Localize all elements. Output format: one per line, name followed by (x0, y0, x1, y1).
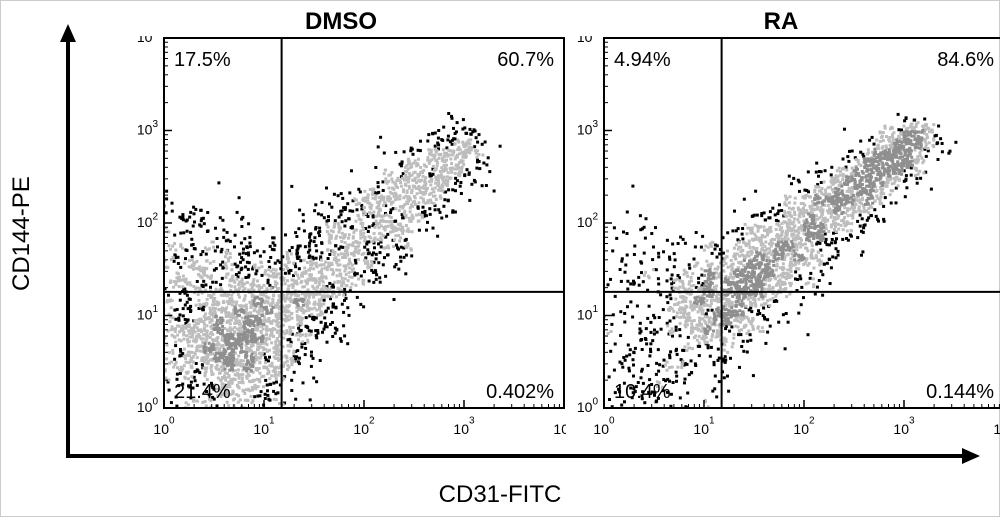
panel-ra: RA 1001001011011021021031031041044.94%84… (556, 36, 1000, 442)
svg-text:100: 100 (137, 396, 159, 414)
x-axis-arrow-icon (60, 444, 980, 468)
svg-text:101: 101 (137, 304, 159, 322)
svg-text:17.5%: 17.5% (174, 49, 231, 71)
figure-root: CD144-PE CD31-FITC DMSO 1001001011011021… (0, 0, 1000, 517)
svg-text:103: 103 (137, 119, 159, 137)
scatter-plot-dmso: 10010010110110210210310310410417.5%60.7%… (116, 36, 566, 442)
svg-text:102: 102 (137, 211, 159, 229)
y-axis-label: CD144-PE (8, 176, 36, 291)
svg-text:103: 103 (453, 416, 475, 437)
svg-text:21.4%: 21.4% (174, 381, 231, 403)
panel-dmso: DMSO 10010010110110210210310310410417.5%… (116, 36, 566, 442)
svg-text:0.402%: 0.402% (486, 381, 554, 403)
panel-title-dmso: DMSO (116, 8, 566, 36)
svg-text:100: 100 (153, 416, 175, 437)
svg-text:102: 102 (353, 416, 375, 437)
svg-text:101: 101 (253, 416, 275, 437)
panel-title-ra: RA (556, 8, 1000, 36)
x-axis-label: CD31-FITC (0, 481, 1000, 509)
scatter-plot-ra: 1001001011011021021031031041044.94%84.6%… (556, 36, 1000, 442)
svg-text:60.7%: 60.7% (497, 49, 554, 71)
y-axis-arrow-icon (56, 24, 80, 464)
svg-text:104: 104 (137, 36, 159, 45)
